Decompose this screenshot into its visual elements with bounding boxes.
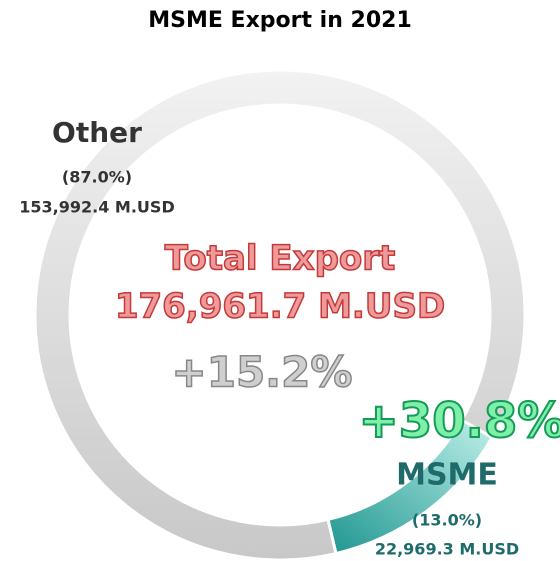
slice [33, 68, 527, 561]
value-label: (13.0%) [412, 511, 482, 530]
chart-title: MSME Export in 2021 [148, 8, 412, 33]
total-growth: +15.2% [172, 348, 353, 397]
category-label: Other [52, 116, 142, 149]
total-label: Total Export [165, 239, 396, 279]
value-label: (87.0%) [62, 168, 132, 187]
category-label: MSME [396, 458, 498, 493]
total-value: 176,961.7 M.USD [115, 287, 445, 327]
amount-label: 153,992.4 M.USD [19, 198, 174, 217]
amount-label: 22,969.3 M.USD [375, 540, 519, 559]
msme-growth: +30.8% [359, 393, 560, 449]
